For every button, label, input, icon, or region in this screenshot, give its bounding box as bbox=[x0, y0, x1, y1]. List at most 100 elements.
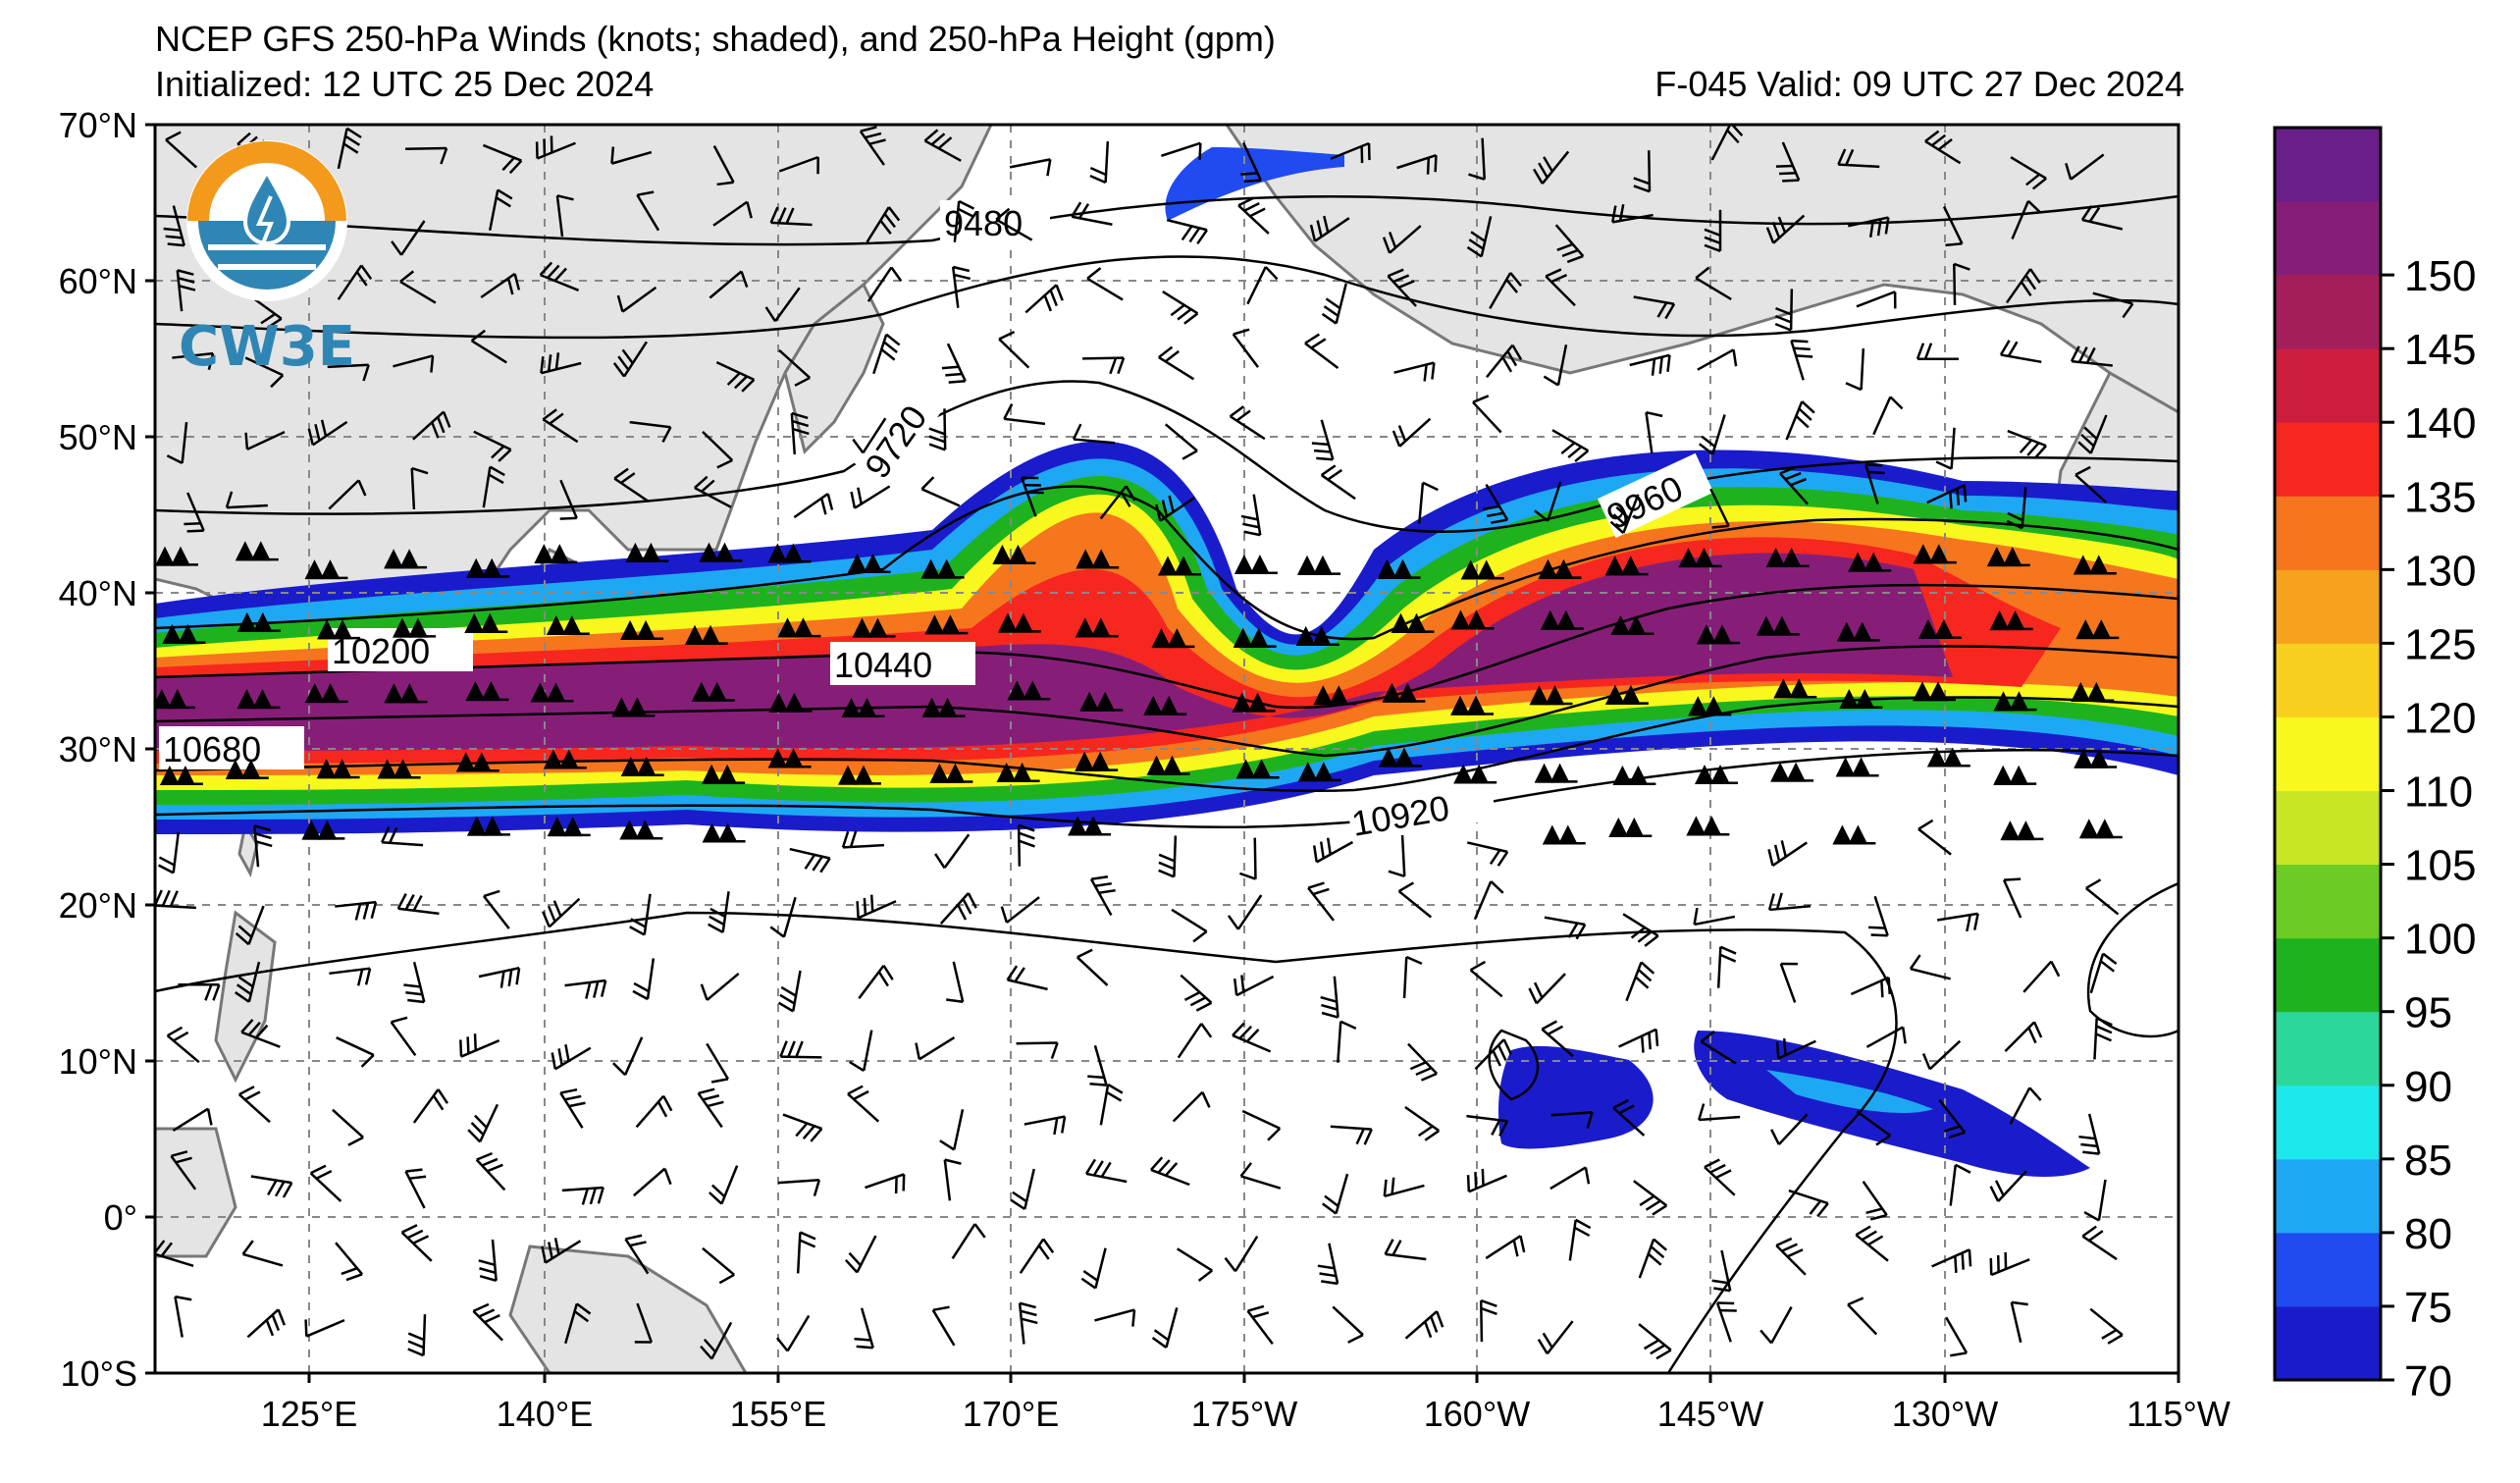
wind-barb bbox=[470, 329, 507, 364]
colorbar-segment bbox=[2275, 790, 2381, 866]
wind-barb bbox=[1543, 344, 1568, 387]
lon-label: 160°W bbox=[1424, 1394, 1530, 1434]
wind-barb bbox=[1151, 628, 1195, 649]
wind-barb bbox=[405, 146, 448, 165]
wind-barb bbox=[619, 820, 663, 840]
wind-barb bbox=[712, 145, 735, 186]
wind-barb bbox=[1534, 481, 1562, 522]
wind-barb bbox=[1693, 907, 1736, 927]
wind-barb bbox=[1839, 689, 1883, 710]
wind-barb bbox=[1311, 419, 1335, 461]
contour-label-bg bbox=[830, 642, 975, 685]
wind-barb bbox=[1094, 1308, 1136, 1327]
wind-barb bbox=[852, 617, 896, 638]
wind-barb bbox=[847, 554, 891, 574]
wind-barb bbox=[2071, 681, 2115, 702]
wind-barb bbox=[1999, 340, 2042, 364]
wind-barb bbox=[1020, 476, 1044, 517]
wind-barb bbox=[1790, 339, 1813, 381]
wind-barb bbox=[1466, 1114, 1509, 1137]
wind-barb bbox=[317, 619, 361, 640]
wind-barb bbox=[534, 544, 578, 564]
longitude-labels: 125°E 140°E 155°E 170°E 175°W 160°W 145°… bbox=[261, 1394, 2231, 1434]
wind-barb bbox=[2005, 268, 2041, 304]
wind-barb bbox=[332, 1108, 364, 1146]
wind-barb bbox=[1006, 965, 1048, 991]
wind-barb bbox=[1537, 1320, 1574, 1355]
wind-barb bbox=[2011, 199, 2042, 239]
wind-barb bbox=[1715, 1301, 1737, 1343]
wind-barb bbox=[1989, 610, 2033, 631]
wind-barb bbox=[1099, 485, 1136, 520]
wind-barb bbox=[1237, 196, 1270, 235]
wind-barb bbox=[1756, 615, 1800, 636]
lon-label: 115°W bbox=[2126, 1394, 2231, 1434]
wind-barb bbox=[1018, 1301, 1038, 1345]
wind-barb bbox=[240, 1019, 281, 1048]
wind-barb bbox=[1774, 289, 1794, 332]
wind-barb bbox=[475, 1151, 506, 1192]
colorbar-label: 90 bbox=[2404, 1063, 2452, 1111]
wind-barb bbox=[1788, 1189, 1829, 1218]
wind-barb bbox=[1016, 1041, 1059, 1060]
wind-barb bbox=[1688, 696, 1732, 716]
wind-barb bbox=[466, 557, 510, 578]
wind-barb bbox=[225, 491, 268, 509]
wind-barb bbox=[2089, 1307, 2124, 1345]
wind-barb bbox=[620, 757, 664, 777]
wind-barb bbox=[767, 543, 812, 563]
wind-barb bbox=[2078, 1113, 2101, 1155]
wind-barb bbox=[715, 360, 756, 393]
colorbar-label: 95 bbox=[2404, 989, 2452, 1037]
wind-barb bbox=[2081, 1225, 2118, 1261]
wind-barb bbox=[2009, 1086, 2042, 1125]
wind-barb bbox=[1171, 908, 1208, 943]
wind-barb bbox=[931, 1305, 956, 1347]
chart-title: NCEP GFS 250-hPa Winds (knots; shaded), … bbox=[155, 19, 1276, 59]
wind-barb bbox=[246, 1308, 287, 1339]
wind-barb bbox=[393, 354, 435, 373]
wind-barb bbox=[859, 126, 886, 166]
wind-barb bbox=[1868, 895, 1889, 937]
wind-barb bbox=[849, 1030, 873, 1072]
wind-barb bbox=[841, 830, 885, 849]
wind-barb bbox=[691, 681, 735, 702]
wind-barb bbox=[1332, 1305, 1364, 1344]
wind-barb bbox=[1542, 824, 1586, 845]
wind-barb bbox=[610, 146, 653, 165]
wind-barb bbox=[778, 348, 812, 387]
contour-label-10440: 10440 bbox=[834, 645, 932, 685]
wind-barb bbox=[1227, 894, 1263, 930]
wind-barb bbox=[1466, 841, 1509, 867]
wind-barb bbox=[1765, 214, 1806, 244]
lon-label: 140°E bbox=[497, 1394, 593, 1434]
wind-barb bbox=[1391, 612, 1435, 633]
wind-barb bbox=[1485, 1235, 1526, 1260]
wind-barb bbox=[1629, 353, 1671, 376]
wind-barb bbox=[316, 759, 360, 779]
wind-barb bbox=[769, 206, 813, 227]
wind-barb bbox=[1610, 615, 1654, 636]
wind-barb bbox=[1382, 682, 1426, 703]
wind-barb bbox=[1604, 684, 1649, 705]
wind-barb bbox=[384, 549, 428, 569]
wind-barb bbox=[1172, 1090, 1211, 1123]
wind-barb bbox=[337, 127, 362, 170]
wind-barb bbox=[559, 479, 578, 520]
wind-barb bbox=[1856, 291, 1897, 309]
wind-barb bbox=[1330, 1125, 1373, 1145]
wind-barb bbox=[384, 683, 428, 704]
wind-barb bbox=[1466, 216, 1493, 258]
wind-barb bbox=[412, 1088, 449, 1124]
wind-barb bbox=[1393, 361, 1436, 382]
wind-barb bbox=[391, 220, 426, 256]
wind-barb bbox=[1166, 218, 1208, 245]
colorbar-label: 70 bbox=[2404, 1357, 2452, 1405]
colorbar-segment bbox=[2275, 422, 2381, 497]
wind-barb bbox=[708, 1165, 739, 1205]
wind-barb bbox=[1545, 268, 1576, 307]
wind-barb bbox=[328, 479, 367, 510]
wind-barb bbox=[1407, 1042, 1439, 1082]
wind-barb bbox=[1942, 205, 1964, 247]
